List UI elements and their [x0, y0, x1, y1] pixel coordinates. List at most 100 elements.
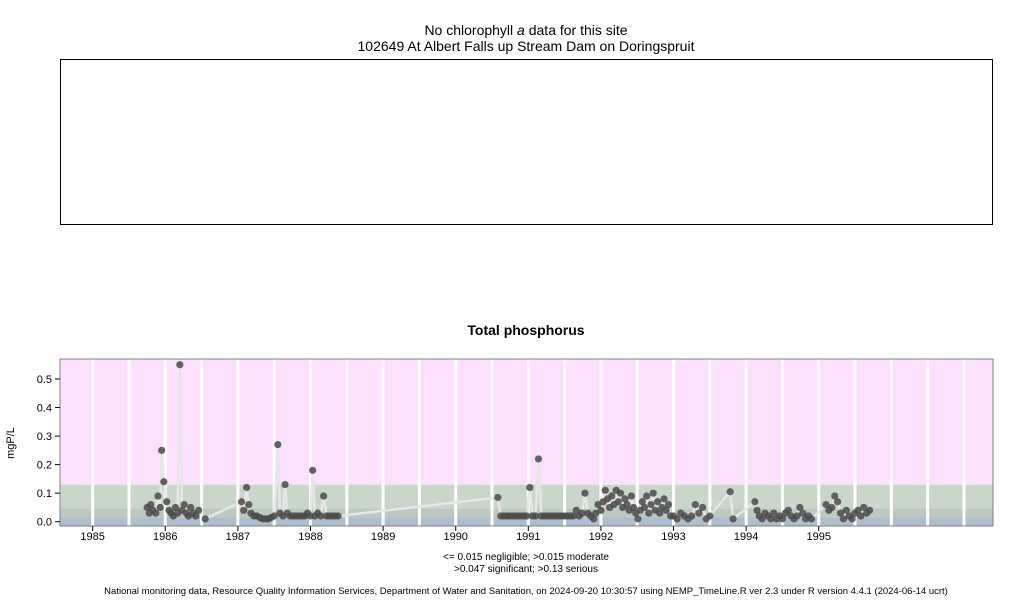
band-negligible: [60, 517, 993, 526]
data-point: [534, 455, 543, 463]
data-point: [160, 478, 168, 486]
data-point: [796, 503, 804, 512]
data-point: [640, 503, 649, 512]
data-point: [848, 515, 856, 523]
data-point: [171, 503, 180, 512]
data-point: [770, 509, 778, 517]
legend-line-1: <= 0.015 negligible; >0.015 moderate: [443, 552, 609, 563]
data-point: [274, 441, 282, 449]
data-point: [237, 498, 246, 506]
data-point: [621, 495, 629, 503]
y-tick-label: 0.0: [37, 517, 52, 529]
data-point: [614, 498, 622, 506]
data-point: [828, 503, 836, 512]
data-point: [152, 509, 160, 517]
data-point: [753, 506, 761, 514]
data-point: [726, 488, 734, 496]
data-point: [799, 509, 807, 517]
data-point: [647, 500, 655, 509]
data-point: [158, 446, 166, 454]
site-title: 102649 At Albert Falls up Stream Dam on …: [357, 38, 695, 54]
data-point: [623, 500, 631, 509]
data-point: [822, 500, 830, 509]
data-point: [673, 515, 681, 523]
data-point: [778, 515, 787, 523]
y-tick-label: 0.3: [37, 431, 52, 443]
data-point: [807, 515, 816, 523]
data-point: [649, 489, 657, 497]
data-point: [627, 492, 636, 500]
x-tick-label: 1990: [443, 531, 467, 543]
x-tick-label: 1989: [371, 531, 395, 543]
x-tick-label: 1995: [807, 531, 831, 543]
data-point: [180, 500, 188, 509]
data-point: [664, 500, 673, 509]
phosphorus-y-axis-label: mgP/L: [5, 427, 17, 459]
data-point: [857, 512, 865, 520]
data-point: [597, 506, 605, 514]
data-point: [706, 512, 714, 520]
data-point: [691, 500, 699, 509]
data-point: [656, 509, 664, 517]
chlorophyll-message-italic: a: [517, 22, 525, 38]
data-point: [634, 515, 642, 523]
x-tick-label: 1987: [226, 531, 250, 543]
data-point: [156, 503, 164, 512]
footer-credit: National monitoring data, Resource Quali…: [104, 586, 948, 597]
plot-frame: [59, 358, 994, 527]
data-point: [653, 498, 662, 506]
data-point: [243, 483, 251, 492]
data-point: [616, 489, 625, 497]
data-point: [638, 498, 646, 506]
data-point: [608, 492, 616, 500]
data-point: [531, 512, 540, 520]
data-point: [319, 492, 328, 500]
data-point: [309, 466, 317, 474]
data-point: [860, 503, 868, 512]
x-tick-label: 1991: [516, 531, 540, 543]
data-point: [526, 483, 534, 492]
band-serious: [60, 359, 993, 485]
data-point: [751, 498, 759, 506]
data-point: [834, 498, 842, 506]
data-point: [836, 509, 845, 517]
x-tick-label: 1988: [298, 531, 322, 543]
data-point: [281, 481, 289, 489]
data-point: [494, 493, 502, 502]
phosphorus-chart-title: Total phosphorus: [467, 322, 585, 338]
data-point: [629, 503, 638, 512]
data-point: [176, 361, 184, 369]
data-point: [839, 515, 848, 523]
data-point: [154, 492, 162, 500]
band-significant: [60, 484, 993, 509]
data-point: [767, 515, 775, 523]
data-point: [660, 495, 668, 503]
data-point: [758, 515, 766, 523]
chlorophyll-empty-panel: [60, 59, 993, 225]
data-point: [245, 500, 253, 509]
data-point: [695, 509, 703, 517]
x-tick-label: 1985: [80, 531, 104, 543]
data-point: [688, 512, 696, 520]
data-point: [581, 489, 589, 497]
y-tick-label: 0.1: [37, 488, 52, 500]
data-point: [590, 515, 598, 523]
data-point: [195, 506, 203, 514]
chlorophyll-message: No chlorophyll a data for this site: [0, 22, 1024, 38]
data-point: [569, 512, 577, 520]
data-point: [643, 492, 651, 500]
x-tick-label: 1993: [661, 531, 685, 543]
data-point: [784, 506, 792, 514]
data-point: [572, 506, 580, 514]
data-point: [187, 503, 195, 512]
data-point: [317, 512, 325, 520]
data-point: [201, 515, 209, 523]
data-point: [334, 512, 342, 520]
legend-line-2: >0.047 significant; >0.13 serious: [454, 564, 598, 575]
data-point: [729, 515, 737, 523]
x-tick-label: 1986: [153, 531, 177, 543]
data-point: [842, 506, 850, 514]
x-tick-label: 1994: [734, 531, 758, 543]
data-point: [698, 503, 707, 512]
